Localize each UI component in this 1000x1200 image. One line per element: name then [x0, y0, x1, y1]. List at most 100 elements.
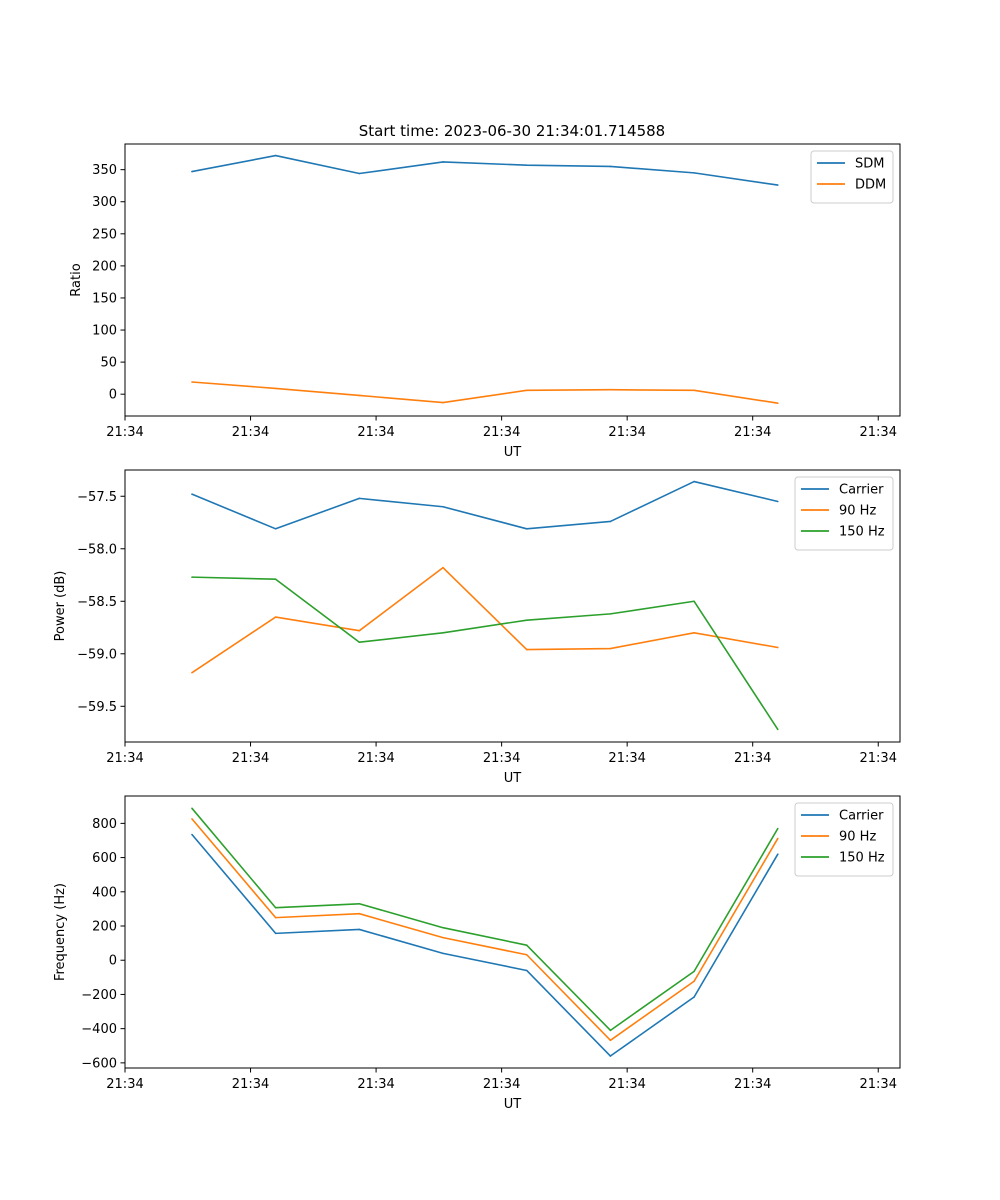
y-axis-label: Power (dB) — [53, 571, 68, 642]
legend-label: 90 Hz — [839, 830, 876, 845]
y-tick-label: 200 — [92, 920, 117, 935]
y-tick-label: 600 — [92, 851, 117, 866]
legend-label: 150 Hz — [839, 851, 885, 866]
y-tick-label: 350 — [92, 163, 117, 178]
data-point — [191, 807, 193, 810]
x-tick-label: 21:34 — [734, 425, 771, 440]
series-line-90-hz — [191, 566, 778, 674]
x-tick-label: 21:34 — [860, 1077, 897, 1092]
plot-frame — [124, 143, 901, 417]
x-tick-label: 21:34 — [608, 425, 645, 440]
data-point — [274, 578, 277, 581]
data-point — [358, 394, 361, 397]
y-tick-label: −400 — [81, 1022, 117, 1037]
data-point — [191, 381, 193, 383]
x-tick-label: 21:34 — [608, 751, 645, 766]
legend-label: DDM — [855, 178, 886, 193]
data-point — [609, 1029, 612, 1032]
y-tick-label: 200 — [92, 259, 117, 274]
data-point — [358, 902, 361, 905]
series-line-carrier — [191, 480, 778, 530]
data-point — [609, 165, 612, 168]
y-tick-label: 0 — [109, 954, 117, 969]
data-point — [777, 837, 779, 840]
y-tick-label: −58.5 — [77, 595, 117, 610]
data-point — [274, 528, 277, 530]
y-tick-label: −57.5 — [77, 490, 117, 505]
x-tick-label: 21:34 — [734, 751, 771, 766]
data-point — [777, 853, 779, 855]
x-axis-label: UT — [504, 445, 522, 460]
legend-label: SDM — [855, 157, 884, 172]
y-tick-label: 100 — [92, 324, 117, 339]
data-point — [777, 184, 779, 186]
x-tick-label: 21:34 — [106, 751, 143, 766]
y-tick-label: 400 — [92, 885, 117, 900]
x-tick-label: 21:34 — [860, 425, 897, 440]
y-tick-label: 150 — [92, 291, 117, 306]
data-point — [609, 520, 612, 523]
plot-frame — [124, 469, 901, 743]
data-point — [442, 936, 444, 939]
y-axis-label: Ratio — [69, 263, 84, 296]
data-point — [191, 818, 193, 820]
x-tick-label: 21:34 — [357, 751, 394, 766]
legend-label: 150 Hz — [839, 525, 885, 540]
y-tick-label: −200 — [81, 988, 117, 1003]
series-line-sdm — [191, 154, 778, 186]
y-tick-label: −59.0 — [77, 647, 117, 662]
data-point — [191, 671, 193, 674]
x-tick-label: 21:34 — [483, 425, 520, 440]
data-point — [442, 631, 444, 634]
data-point — [525, 648, 528, 651]
legend-label: Carrier — [839, 809, 884, 824]
data-point — [274, 906, 277, 909]
x-tick-label: 21:34 — [860, 751, 897, 766]
data-point — [609, 388, 612, 391]
data-point — [609, 1039, 612, 1042]
data-point — [777, 827, 779, 830]
series-line-150-hz — [191, 807, 779, 1032]
data-point — [777, 646, 779, 649]
y-tick-label: 300 — [92, 195, 117, 210]
x-tick-label: 21:34 — [734, 1077, 771, 1092]
y-tick-label: 800 — [92, 817, 117, 832]
data-point — [693, 172, 695, 174]
data-point — [191, 170, 193, 173]
series-line-ddm — [191, 381, 778, 404]
data-point — [609, 613, 612, 615]
data-point — [274, 154, 277, 157]
series-line-150-hz — [191, 576, 779, 730]
legend-box — [810, 150, 894, 204]
data-point — [693, 996, 695, 998]
data-point — [191, 833, 193, 836]
data-point — [274, 932, 277, 935]
data-point — [442, 161, 444, 163]
data-point — [442, 505, 444, 508]
data-point — [525, 619, 528, 621]
data-point — [777, 402, 779, 404]
ratio-panel: 21:34 21:34 21:34 21:34 21:34 21:34 21:34 0 50 10… — [69, 143, 901, 460]
figure-title: Start time: 2023-06-30 21:34:01.714588 — [359, 122, 665, 140]
data-point — [442, 401, 444, 404]
x-axis-label: UT — [504, 1097, 522, 1112]
x-tick-label: 21:34 — [232, 1077, 269, 1092]
y-tick-label: 50 — [100, 356, 117, 371]
plot-frame — [124, 795, 901, 1069]
y-tick-label: 250 — [92, 227, 117, 242]
y-axis-label: Frequency (Hz) — [53, 883, 68, 981]
data-point — [358, 928, 361, 931]
data-point — [693, 980, 695, 983]
x-tick-label: 21:34 — [106, 425, 143, 440]
data-point — [358, 172, 361, 175]
x-tick-label: 21:34 — [232, 751, 269, 766]
data-point — [693, 600, 695, 603]
power-panel: 21:34 21:34 21:34 21:34 21:34 21:34 21:34 −59.5… — [53, 469, 901, 786]
x-tick-label: 21:34 — [483, 751, 520, 766]
frequency-panel: 21:34 21:34 21:34 21:34 21:34 21:34 21:34 −600 −… — [53, 795, 901, 1112]
y-tick-label: −600 — [81, 1056, 117, 1071]
series-line-carrier — [191, 833, 779, 1057]
data-point — [693, 480, 695, 483]
data-point — [358, 912, 361, 915]
